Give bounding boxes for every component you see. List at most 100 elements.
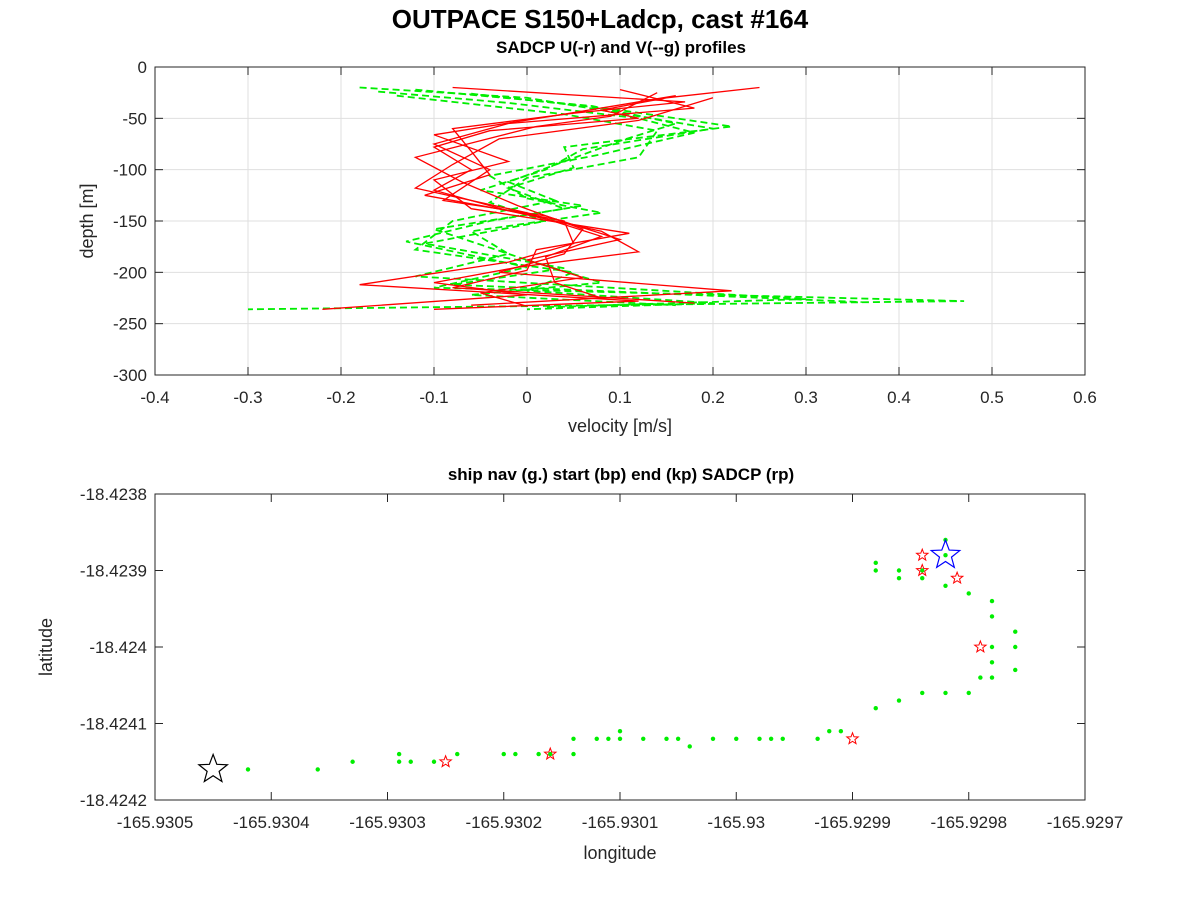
v-velocity-profile-line: [396, 94, 862, 303]
nav-point: [989, 644, 995, 650]
nav-xaxis-label: longitude: [583, 843, 656, 863]
velocity-xtick-label: 0.3: [794, 388, 818, 407]
ship-nav-axes: ship nav (g.) start (bp) end (kp) SADCP …: [36, 465, 1123, 863]
velocity-xaxis-label: velocity [m/s]: [568, 416, 672, 436]
velocity-xtick-label: -0.3: [233, 388, 262, 407]
nav-ytick-label: -18.4239: [80, 562, 147, 581]
u-velocity-profile-line: [413, 97, 714, 299]
nav-xtick-label: -165.9302: [465, 813, 542, 832]
velocity-ytick-label: -300: [113, 366, 147, 385]
velocity-ytick-label: -200: [113, 263, 147, 282]
velocity-plot-ticks: -0.4 -0.3 -0.2 -0.1 0 0.1 0.2 0.3 0.4 0.5 0.6 0 -50 -…: [113, 58, 1097, 407]
v-velocity-profile-line: [433, 92, 732, 307]
velocity-plot-title: SADCP U(-r) and V(--g) profiles: [496, 38, 746, 57]
nav-point: [966, 591, 971, 596]
velocity-xtick-label: 0.2: [701, 388, 725, 407]
velocity-xtick-label: 0: [522, 388, 531, 407]
nav-yaxis-label: latitude: [36, 618, 56, 676]
nav-point: [501, 751, 506, 757]
nav-point: [396, 751, 402, 757]
nav-xtick-label: -165.9305: [117, 813, 194, 832]
nav-point: [920, 690, 925, 696]
nav-point: [606, 736, 611, 741]
velocity-xtick-label: 0.1: [608, 388, 632, 407]
v-velocity-profile-line: [378, 90, 807, 309]
u-velocity-profile-line: [432, 88, 695, 307]
velocity-xtick-label: -0.4: [140, 388, 169, 407]
nav-point: [989, 614, 995, 619]
velocity-ytick-label: -100: [113, 161, 147, 180]
nav-point: [396, 759, 402, 764]
nav-plot-title: ship nav (g.) start (bp) end (kp) SADCP …: [448, 465, 794, 484]
nav-point: [687, 744, 692, 749]
nav-ytick-label: -18.4238: [80, 485, 147, 504]
nav-point: [350, 759, 355, 764]
nav-point: [920, 568, 925, 573]
sadcp-point-star: [438, 754, 453, 768]
velocity-yaxis-label: depth [m]: [77, 183, 97, 258]
nav-xtick-label: -165.9299: [814, 813, 891, 832]
nav-point: [548, 751, 553, 757]
nav-point: [617, 728, 623, 734]
nav-xtick-label: -165.9298: [930, 813, 1007, 832]
sadcp-point-star: [543, 746, 558, 761]
nav-point: [815, 736, 820, 741]
nav-point: [431, 759, 437, 764]
nav-point: [989, 675, 995, 680]
velocity-xtick-label: -0.2: [326, 388, 355, 407]
nav-point: [943, 690, 948, 696]
nav-point: [989, 598, 995, 604]
velocity-xtick-label: 0.5: [980, 388, 1004, 407]
nav-point: [734, 736, 739, 741]
v-velocity-profile-line: [413, 88, 714, 311]
nav-point: [896, 698, 902, 703]
velocity-xtick-label: -0.1: [419, 388, 448, 407]
nav-point: [989, 660, 995, 665]
velocity-plot-grid: [154, 66, 1086, 376]
nav-point: [943, 583, 948, 588]
nav-point: [641, 736, 646, 741]
velocity-ytick-label: -250: [113, 315, 147, 334]
nav-point: [1013, 667, 1018, 673]
end-point-star: [197, 752, 230, 783]
nav-point: [315, 767, 320, 772]
sadcp-point-star: [973, 639, 988, 654]
nav-point: [966, 690, 971, 696]
nav-point: [617, 736, 623, 741]
nav-xtick-label: -165.9303: [349, 813, 426, 832]
nav-xtick-label: -165.93: [707, 813, 765, 832]
nav-point: [455, 751, 460, 757]
nav-point: [571, 736, 576, 741]
sadcp-point-star: [950, 570, 965, 585]
nav-point: [245, 767, 251, 772]
nav-point: [838, 728, 844, 734]
nav-point: [978, 675, 983, 680]
sadcp-point-star: [845, 731, 860, 745]
nav-point: [757, 736, 762, 741]
sadcp-point-star: [915, 547, 930, 562]
u-velocity-profile-line: [432, 95, 695, 304]
nav-ytick-label: -18.4241: [80, 715, 147, 734]
nav-xtick-label: -165.9304: [233, 813, 310, 832]
nav-point: [873, 706, 878, 711]
nav-point: [896, 568, 902, 573]
sadcp-point-star: [915, 563, 930, 577]
nav-xtick-label: -165.9301: [582, 813, 659, 832]
velocity-ytick-label: 0: [138, 58, 147, 77]
nav-point: [780, 736, 785, 741]
nav-point: [873, 560, 878, 566]
nav-point: [571, 751, 576, 757]
nav-point: [1013, 644, 1018, 650]
nav-point: [536, 751, 541, 757]
figure-title: OUTPACE S150+Ladcp, cast #164: [392, 4, 809, 34]
u-velocity-profile-line: [322, 86, 760, 310]
nav-point: [873, 568, 878, 573]
nav-point: [896, 575, 902, 581]
nav-ytick-label: -18.424: [89, 638, 147, 657]
nav-point: [594, 736, 599, 741]
start-point-star: [929, 538, 962, 569]
velocity-xtick-label: 0.4: [887, 388, 911, 407]
velocity-profile-axes: SADCP U(-r) and V(--g) profiles -0.4 -0.3…: [77, 38, 1097, 436]
nav-point: [768, 736, 774, 741]
nav-point: [408, 759, 413, 764]
